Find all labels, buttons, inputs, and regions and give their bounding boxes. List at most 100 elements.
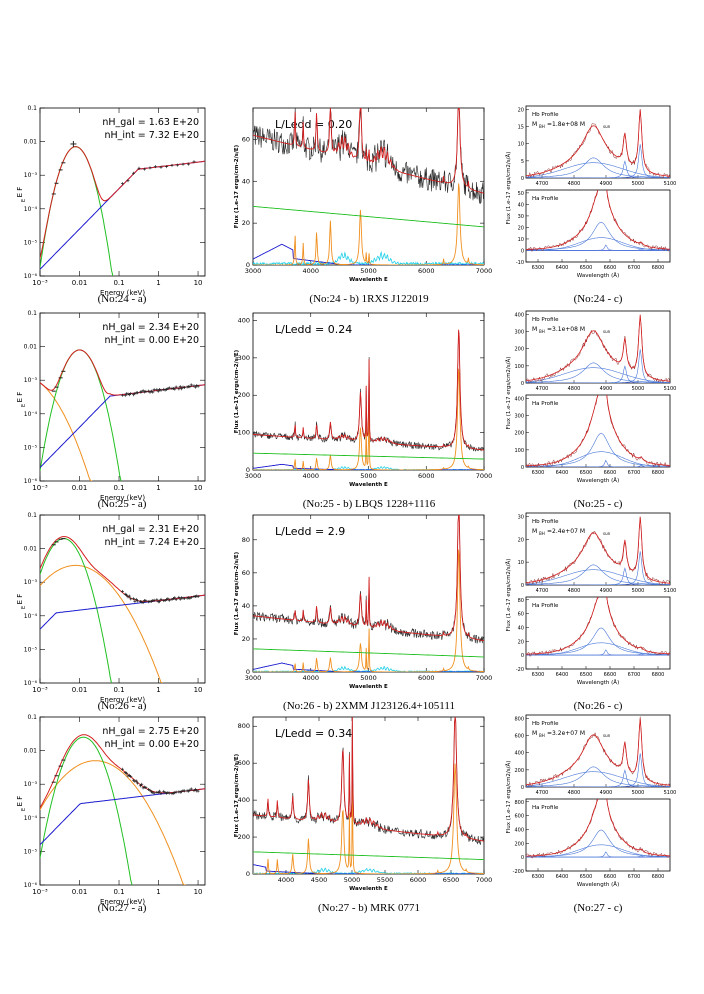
halpha-gaussian-component [526, 627, 670, 655]
bh-mass-subscript: BH [539, 531, 545, 536]
hbeta-ytick-label: 600 [514, 734, 524, 740]
optical-balmer-continuum [253, 243, 484, 265]
optical-powerlaw-continuum [253, 205, 484, 228]
sed-panel: 10⁻³ 0.01 0.1 1 10 10⁻⁶ 10⁻⁵ 10⁻⁴ 10⁻³ 0.01 0.1 Ene… [16, 310, 206, 502]
sed-xtick-label: 0.01 [72, 888, 88, 896]
optical-xtick-label: 5000 [360, 267, 377, 275]
sed-nh-gal: nH_gal = 2.75 E+20 [102, 726, 199, 737]
sed-disk-curve [40, 537, 112, 683]
hbeta-ytick-label: 200 [514, 347, 524, 353]
sed-disk-curve [40, 736, 133, 885]
zoom-ylabel: Flux (1.e-17 ergs/cm2/s/Å) [505, 152, 512, 225]
sed-ytick-label: 10⁻³ [24, 172, 38, 179]
optical-total-model [253, 108, 484, 194]
caption-b: (No:26 - b) 2XMM J123126.4+105111 [283, 700, 455, 712]
halpha-curves [526, 190, 670, 252]
hbeta-xtick-label: 5000 [632, 588, 645, 594]
sed-xlabel: Energy (keV) [100, 289, 145, 297]
sed-xtick-label: 0.1 [113, 279, 124, 287]
halpha-ytick-label: -20 [516, 667, 524, 673]
halpha-observed [526, 190, 670, 252]
optical-xtick-label: 5000 [344, 876, 361, 884]
sed-xtick-label: 1 [156, 686, 160, 694]
sed-frame [39, 107, 206, 277]
bh-mass-value: =3.2e+07 M [547, 730, 585, 737]
sed-ylabel: E F [16, 594, 24, 605]
halpha-xtick-label: 6400 [556, 874, 569, 880]
sed-ytick-label: 10⁻⁴ [24, 206, 38, 213]
zoom-ylabel: Flux (1.e-17 ergs/cm2/s/Å) [505, 559, 512, 632]
halpha-model [526, 190, 670, 250]
halpha-ytick-label: 10 [518, 237, 524, 243]
optical-xtick-label: 6000 [418, 472, 435, 480]
halpha-curves [526, 597, 670, 657]
sed-ytick-label: 0.1 [27, 105, 37, 112]
hbeta-ytick-label: 0 [521, 785, 524, 791]
hbeta-xtick-label: 5100 [664, 588, 677, 594]
caption-c: (No:27 - c) [573, 902, 623, 914]
hbeta-xtick-label: 5100 [664, 790, 677, 796]
optical-frame [252, 107, 485, 266]
optical-frame [252, 716, 485, 875]
hbeta-ytick-label: 100 [514, 364, 524, 370]
zoom-xlabel: Wavelength (Å) [577, 272, 619, 279]
optical-xtick-label: 3000 [245, 267, 262, 275]
optical-ytick-label: 800 [238, 722, 250, 730]
hbeta-ytick-label: 30 [518, 514, 524, 520]
halpha-xtick-label: 6600 [604, 874, 617, 880]
sed-xtick-label: 1 [156, 888, 160, 896]
halpha-model [526, 799, 670, 857]
sed-xtick-label: 10⁻³ [32, 484, 48, 492]
bh-mass-value: =1.8e+08 M [547, 121, 585, 128]
hbeta-profile-label: Hb Profile [532, 519, 559, 525]
hbeta-xtick-label: 4700 [536, 181, 549, 187]
hbeta-observed [526, 108, 670, 178]
optical-ytick-label: 80 [242, 536, 250, 544]
hbeta-ytick-label: 200 [514, 768, 524, 774]
halpha-ytick-label: 20 [518, 639, 524, 645]
halpha-curves [526, 395, 670, 467]
line-zoom-panel: 4700 4800 4900 5000 5100 0 200 400 600 800 Hb Prof… [505, 714, 677, 888]
optical-ytick-label: 60 [242, 569, 250, 577]
optical-xtick-label: 4000 [302, 472, 319, 480]
halpha-model [526, 597, 670, 655]
hbeta-ytick-label: 400 [514, 751, 524, 757]
hbeta-curves [526, 108, 670, 178]
sed-ylabel: E F [16, 796, 24, 807]
optical-ytick-label: 400 [238, 796, 250, 804]
sed-ylabel-sub: E [21, 199, 27, 202]
optical-ytick-label: 400 [238, 316, 250, 324]
optical-emission-lines [253, 549, 484, 672]
optical-total-model [253, 329, 484, 451]
halpha-broad-component [526, 451, 670, 467]
optical-ylabel: Flux (1.e-17 ergs/cm-2/s/E) [234, 753, 240, 837]
hbeta-curves [526, 716, 670, 787]
sed-ytick-label: 10⁻⁴ [24, 411, 38, 418]
sed-xlabel: Energy (keV) [100, 494, 145, 502]
optical-ytick-label: 100 [238, 429, 250, 437]
hbeta-xtick-label: 4700 [536, 588, 549, 594]
hbeta-gaussian-component [526, 564, 670, 585]
bh-mass-symbol: M [532, 326, 537, 333]
halpha-xtick-label: 6500 [580, 470, 593, 476]
optical-xtick-label: 6000 [418, 674, 435, 682]
optical-ytick-label: 40 [242, 602, 250, 610]
optical-xtick-label: 3000 [245, 674, 262, 682]
halpha-observed [526, 597, 670, 657]
caption-c: (No:24 - c) [573, 293, 623, 305]
sed-curves [40, 734, 205, 885]
sed-ytick-label: 10⁻⁶ [24, 680, 38, 687]
line-zoom-panel: 4700 4800 4900 5000 5100 0 5 10 15 20 Hb Profile M B… [505, 105, 676, 279]
sed-nh-gal: nH_gal = 2.31 E+20 [102, 524, 199, 535]
hbeta-xtick-label: 4800 [568, 386, 581, 392]
optical-xtick-label: 7000 [476, 876, 493, 884]
optical-xlabel: Wavelenth E [349, 684, 388, 690]
halpha-xtick-label: 6300 [532, 265, 545, 271]
hbeta-broad-component [526, 569, 670, 585]
sed-xtick-label: 10 [194, 686, 203, 694]
sed-curves [40, 140, 205, 276]
optical-panel: 3000 4000 5000 6000 7000 0 100 200 300 400 Wavelen… [234, 312, 492, 488]
sed-xtick-label: 10 [194, 484, 203, 492]
halpha-xtick-label: 6800 [652, 265, 665, 271]
hbeta-ytick-label: 800 [514, 716, 524, 722]
